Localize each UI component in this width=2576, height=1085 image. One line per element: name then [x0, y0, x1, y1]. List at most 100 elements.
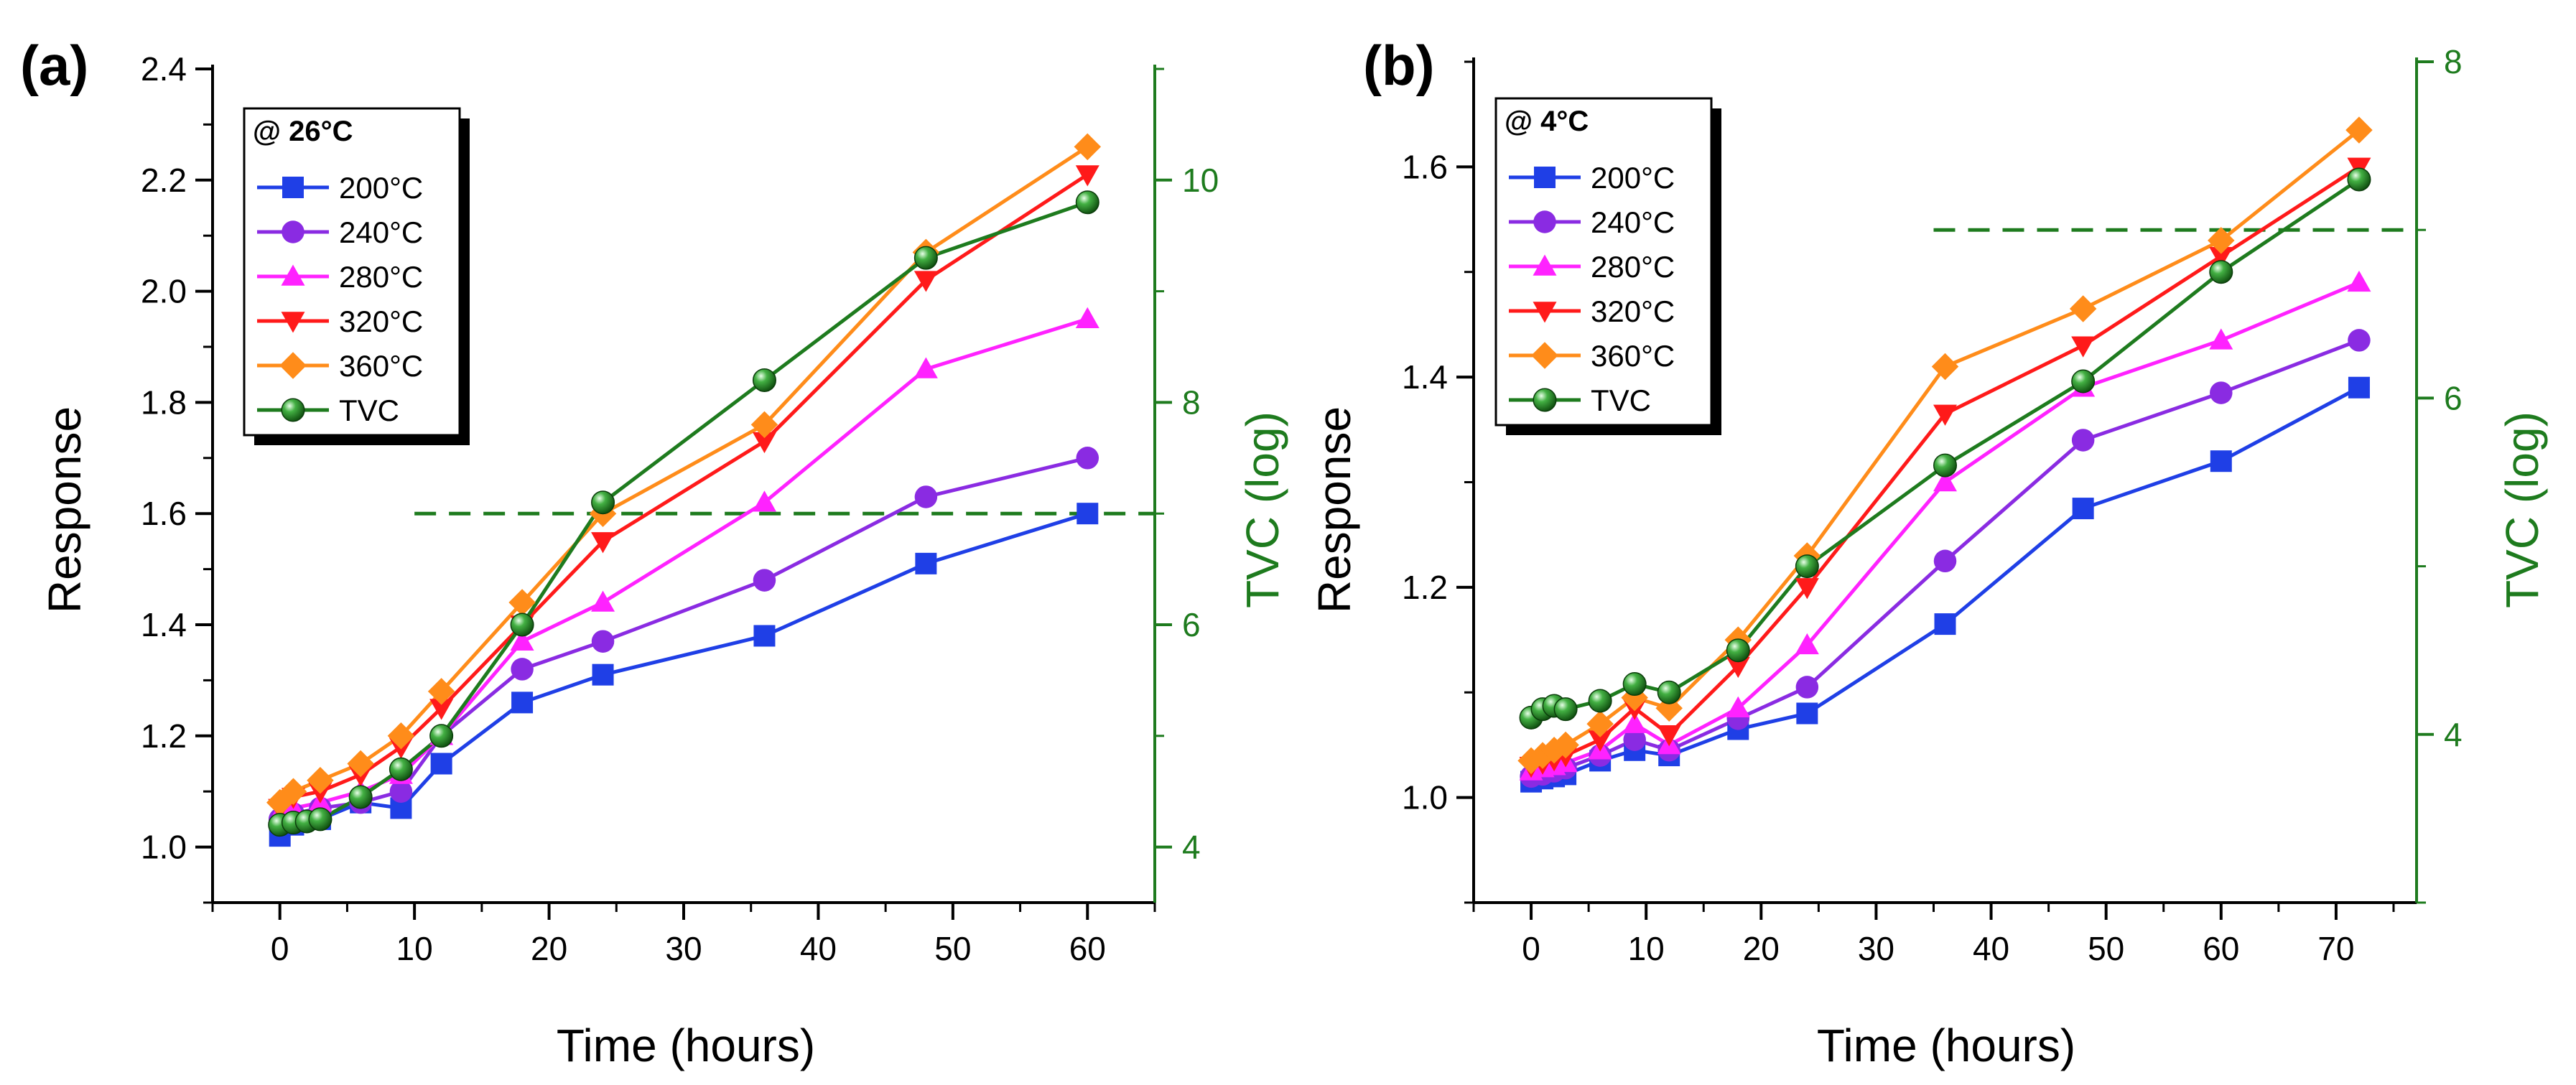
y2-tick-label: 8 — [1182, 383, 1201, 421]
data-point — [2209, 247, 2233, 269]
y-axis-title: Response — [39, 406, 90, 613]
x-axis-title: Time (hours) — [557, 1020, 815, 1071]
data-point — [1795, 578, 1819, 600]
y-tick-label: 2.4 — [141, 50, 187, 88]
y2-axis-title: TVC (log) — [1237, 411, 1288, 608]
data-point — [389, 757, 413, 781]
y2-tick-label: 8 — [2444, 43, 2463, 80]
legend-marker — [1533, 210, 1556, 233]
data-point — [2208, 227, 2235, 254]
data-point — [430, 753, 452, 775]
legend-marker — [281, 264, 305, 286]
data-point — [429, 724, 454, 748]
data-point — [1657, 725, 1681, 747]
y-tick-label: 1.2 — [141, 717, 187, 755]
data-point — [1076, 447, 1099, 470]
data-point — [1933, 470, 1957, 492]
x-tick-label: 10 — [396, 930, 433, 967]
y2-tick-label: 6 — [2444, 379, 2463, 416]
y2-tick-label: 10 — [1182, 162, 1219, 199]
data-point — [389, 780, 413, 803]
data-point — [913, 246, 938, 270]
data-point — [1934, 613, 1956, 635]
data-point — [591, 590, 615, 612]
legend-label: 240°C — [339, 215, 423, 249]
y-tick-label: 1.6 — [1402, 148, 1448, 185]
series-markers — [1519, 167, 2371, 730]
x-tick-label: 40 — [800, 930, 837, 967]
data-point — [1553, 697, 1578, 722]
data-point — [1931, 353, 1959, 381]
data-point — [752, 368, 776, 392]
data-point — [753, 569, 776, 592]
data-point — [508, 589, 536, 616]
data-point — [913, 357, 938, 378]
data-point — [1075, 307, 1099, 329]
plot-area — [266, 133, 1155, 847]
series-markers — [269, 503, 1099, 847]
data-point — [1622, 712, 1647, 733]
data-point — [2071, 336, 2096, 358]
data-point — [2210, 381, 2233, 404]
x-tick-label: 10 — [1628, 930, 1665, 967]
plot-area — [1517, 116, 2417, 793]
data-point — [1075, 165, 1099, 187]
data-point — [913, 271, 938, 292]
legend-marker — [1533, 388, 1557, 412]
x-tick-label: 50 — [934, 930, 971, 967]
data-point — [2348, 376, 2370, 399]
data-point — [1623, 728, 1646, 751]
y-tick-label: 1.8 — [141, 383, 187, 421]
data-point — [2347, 270, 2371, 292]
y2-tick-label: 4 — [2444, 716, 2463, 753]
data-point — [1795, 676, 1819, 699]
x-tick-label: 30 — [1858, 930, 1894, 967]
legend-label: 320°C — [339, 304, 423, 338]
x-tick-label: 20 — [1743, 930, 1780, 967]
legend-label: 280°C — [1591, 250, 1675, 284]
panel-label: (a) — [20, 34, 88, 97]
axes: 0 10 20 30 40 50 60 1.0 1.2 1.4 1.6 1.8 2.0 2.2 2.4 4 6 8… — [141, 50, 1219, 967]
data-point — [591, 532, 615, 554]
data-point — [1726, 656, 1750, 679]
y-axis-title: Response — [1308, 406, 1360, 613]
data-point — [1795, 554, 1819, 579]
data-point — [2209, 260, 2233, 284]
data-point — [1552, 731, 1579, 759]
legend-label: 320°C — [1591, 294, 1675, 328]
legend-label: 200°C — [339, 171, 423, 205]
data-point — [2347, 167, 2371, 192]
data-point — [2348, 329, 2371, 352]
y-tick-label: 1.4 — [141, 606, 187, 643]
data-point — [1588, 730, 1612, 752]
data-point — [2210, 450, 2232, 472]
legend-title: @ 4°C — [1505, 106, 1589, 137]
data-point — [752, 432, 776, 454]
y-tick-label: 1.2 — [1402, 569, 1448, 606]
data-point — [1726, 696, 1750, 717]
data-point — [1622, 672, 1647, 697]
x-tick-label: 40 — [1973, 930, 2009, 967]
x-tick-label: 0 — [271, 930, 289, 967]
y-tick-label: 1.0 — [141, 829, 187, 866]
data-point — [510, 629, 534, 651]
legend-box — [1494, 97, 1713, 427]
legend-label: TVC — [339, 394, 399, 427]
data-point — [2069, 295, 2097, 322]
data-point — [753, 625, 776, 647]
x-tick-label: 60 — [2203, 930, 2239, 967]
data-point — [510, 613, 534, 637]
data-point — [591, 490, 615, 515]
data-point — [1933, 453, 1957, 478]
legend-marker — [1533, 302, 1557, 323]
data-point — [1726, 638, 1750, 663]
data-point — [1075, 190, 1099, 215]
legend: @ 4°C 200°C 240°C 280°C 320°C 360°C TVC — [1494, 97, 1721, 435]
legend-label: 360°C — [1591, 339, 1675, 373]
data-point — [1074, 133, 1102, 161]
series-markers — [268, 190, 1099, 837]
y-tick-label: 1.4 — [1402, 358, 1448, 396]
legend-marker — [279, 352, 307, 379]
data-point — [1796, 702, 1818, 725]
data-point — [2345, 116, 2373, 144]
